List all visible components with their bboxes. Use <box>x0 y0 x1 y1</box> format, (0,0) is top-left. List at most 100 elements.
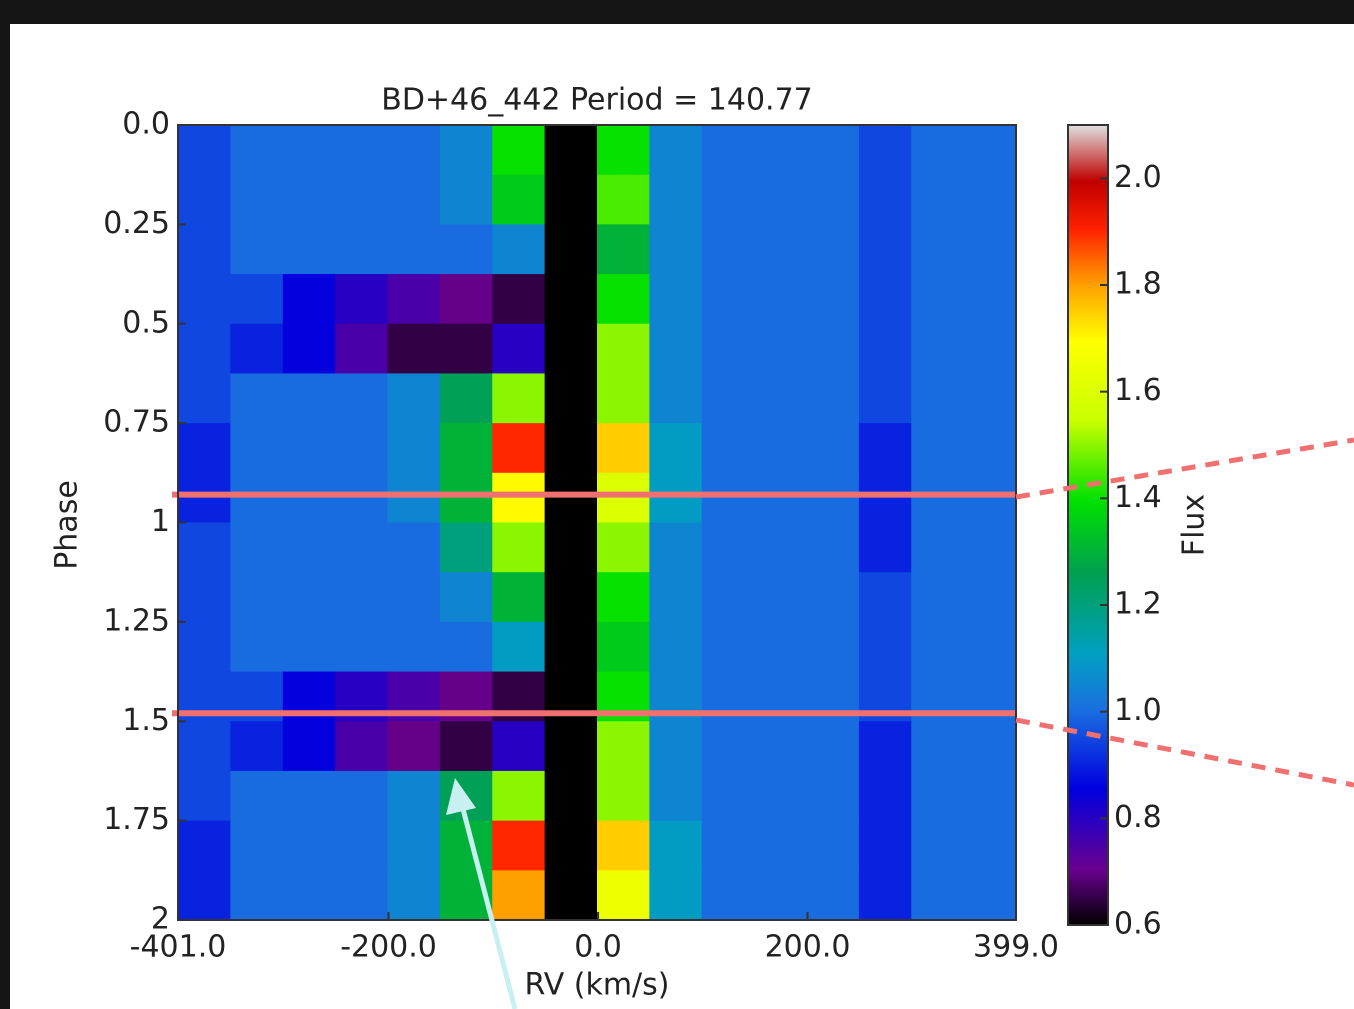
heatmap-cell <box>230 622 283 672</box>
colorbar <box>1068 125 1108 925</box>
heatmap-cell <box>597 523 650 573</box>
heatmap-cell <box>964 622 1017 672</box>
heatmap-cell <box>335 721 388 771</box>
heatmap-cell <box>754 771 807 821</box>
heatmap-cell <box>440 373 493 423</box>
heatmap-cell <box>964 423 1017 473</box>
heatmap-cell <box>440 572 493 622</box>
x-tick-label: 200.0 <box>765 930 851 965</box>
heatmap-cell <box>388 473 441 523</box>
heatmap-cell <box>230 373 283 423</box>
heatmap-cell <box>649 572 702 622</box>
heatmap-cell <box>597 224 650 274</box>
heatmap-cell <box>230 274 283 324</box>
heatmap-cell <box>545 423 598 473</box>
x-axis-label: RV (km/s) <box>524 968 669 1003</box>
heatmap-cell <box>230 821 283 871</box>
heatmap-cell <box>649 175 702 225</box>
heatmap-cell <box>230 125 283 175</box>
heatmap-cell <box>283 224 336 274</box>
heatmap-cell <box>178 175 231 225</box>
heatmap-cell <box>702 175 755 225</box>
y-axis-label: Phase <box>50 480 85 570</box>
heatmap-cell <box>335 523 388 573</box>
heatmap-cell <box>597 274 650 324</box>
heatmap-cell <box>388 721 441 771</box>
heatmap-cell <box>545 721 598 771</box>
heatmap-cell <box>911 721 964 771</box>
heatmap-cell <box>388 870 441 920</box>
heatmap-cell <box>911 473 964 523</box>
heatmap-cell <box>702 373 755 423</box>
heatmap-cell <box>807 373 860 423</box>
heatmap-cell <box>388 125 441 175</box>
heatmap-cell <box>388 175 441 225</box>
heatmap-cell <box>964 523 1017 573</box>
heatmap-cell <box>754 473 807 523</box>
heatmap-cell <box>911 771 964 821</box>
heatmap-cell <box>649 721 702 771</box>
colorbar-tick-label: 1.6 <box>1114 373 1162 408</box>
heatmap-cell <box>545 373 598 423</box>
heatmap-cell <box>859 274 912 324</box>
heatmap-cell <box>283 572 336 622</box>
heatmap-cell <box>859 870 912 920</box>
x-tick-label: 0.0 <box>574 930 622 965</box>
heatmap-cell <box>807 523 860 573</box>
colorbar-tick-label: 1.4 <box>1114 480 1162 515</box>
heatmap-cell <box>492 523 545 573</box>
heatmap-cell <box>388 423 441 473</box>
y-tick-label: 0.0 <box>122 107 170 142</box>
heatmap-cell <box>702 523 755 573</box>
heatmap-cell <box>964 821 1017 871</box>
heatmap-cell <box>335 423 388 473</box>
heatmap-cell <box>859 622 912 672</box>
heatmap-cell <box>335 622 388 672</box>
heatmap-cell <box>283 125 336 175</box>
heatmap-cell <box>649 274 702 324</box>
heatmap-cell <box>440 473 493 523</box>
heatmap-cell <box>283 274 336 324</box>
x-tick-label: 399.0 <box>973 930 1059 965</box>
heatmap-cell <box>545 473 598 523</box>
heatmap-cell <box>649 622 702 672</box>
heatmap-cell <box>859 771 912 821</box>
y-tick-label: 1.5 <box>122 703 170 738</box>
y-tick-label: 1.25 <box>103 603 170 638</box>
heatmap-cell <box>597 373 650 423</box>
heatmap-cell <box>335 373 388 423</box>
heatmap-cell <box>649 771 702 821</box>
heatmap-cell <box>911 324 964 374</box>
heatmap-cell <box>283 473 336 523</box>
heatmap-cell <box>911 870 964 920</box>
heatmap-cell <box>335 274 388 324</box>
heatmap-cell <box>754 523 807 573</box>
heatmap-cell <box>335 870 388 920</box>
heatmap-cell <box>597 622 650 672</box>
heatmap-cell <box>964 175 1017 225</box>
heatmap-cell <box>702 224 755 274</box>
heatmap-cell <box>178 373 231 423</box>
y-tick-label: 0.5 <box>122 305 170 340</box>
heatmap-cell <box>335 324 388 374</box>
heatmap-cell <box>335 175 388 225</box>
heatmap-cell <box>649 324 702 374</box>
colorbar-tick-label: 2.0 <box>1114 160 1162 195</box>
heatmap-cell <box>545 572 598 622</box>
heatmap-cell <box>702 125 755 175</box>
heatmap-cell <box>807 324 860 374</box>
heatmap-cell <box>597 771 650 821</box>
heatmap-cell <box>807 175 860 225</box>
heatmap-cell <box>545 224 598 274</box>
heatmap-cell <box>178 473 231 523</box>
heatmap-cell <box>230 175 283 225</box>
heatmap-cell <box>178 125 231 175</box>
y-tick-label: 1.75 <box>103 802 170 837</box>
heatmap-cell <box>597 175 650 225</box>
heatmap-cell <box>230 721 283 771</box>
heatmap-cell <box>492 622 545 672</box>
heatmap-cell <box>335 821 388 871</box>
heatmap-cell <box>492 175 545 225</box>
heatmap-cell <box>178 721 231 771</box>
heatmap-cell <box>178 821 231 871</box>
